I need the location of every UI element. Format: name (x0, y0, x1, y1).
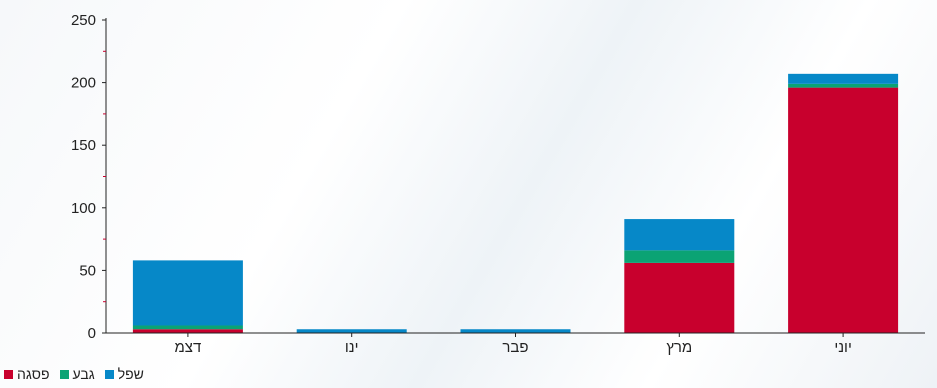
y-tick-label: 100 (71, 200, 96, 217)
legend-item-low[interactable]: שפל (104, 366, 144, 382)
bar-low (788, 73, 899, 84)
legend-swatch-low (104, 369, 114, 379)
bar-mid (624, 250, 735, 263)
bar-peak (624, 262, 735, 333)
bar-low (624, 219, 735, 251)
x-tick-label: דצמ (175, 339, 202, 356)
legend-label-low: שפל (117, 366, 144, 382)
bars-group (132, 73, 899, 333)
legend-item-mid[interactable]: גבע (59, 366, 95, 382)
bar-mid (132, 325, 243, 330)
bar-mid (788, 83, 899, 88)
bar-low (132, 260, 243, 326)
x-tick-label: ינו (345, 339, 359, 356)
x-tick-label: מרץ (666, 339, 692, 356)
legend-label-peak: פסגה (17, 366, 50, 382)
x-tick-label: פבר (502, 339, 528, 356)
legend-item-peak[interactable]: פסגה (4, 366, 50, 382)
y-tick-label: 150 (71, 137, 96, 154)
y-tick-label: 0 (88, 325, 96, 342)
y-tick-label: 50 (79, 262, 96, 279)
y-tick-label: 250 (71, 12, 96, 29)
legend-swatch-mid (59, 369, 69, 379)
legend-swatch-peak (4, 369, 13, 379)
bar-low (460, 329, 571, 333)
y-tick-label: 200 (71, 75, 96, 92)
bar-low (296, 329, 407, 333)
bar-peak (788, 87, 899, 333)
legend: פסגה גבע שפל (4, 364, 144, 384)
x-tick-label: יוני (834, 339, 852, 356)
axes-group: 0 50 100 150 200 250 דצמ ינו פבר מרץ יוני (71, 12, 925, 356)
bar-peak (132, 329, 243, 333)
legend-label-mid: גבע (72, 366, 95, 382)
